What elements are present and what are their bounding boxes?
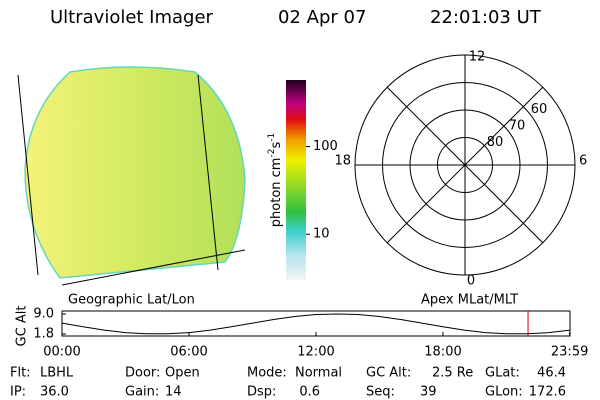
colorbar-tick-label: 100 (313, 139, 338, 154)
field-value: 46.4 (537, 366, 566, 381)
field-label: GC Alt: (366, 366, 411, 381)
colorbar-tick-label: 10 (313, 227, 330, 242)
time: 22:01:03 UT (430, 7, 542, 28)
y-label: GC Alt (15, 306, 30, 347)
hour-label: 12 (469, 50, 486, 65)
hour-label: 18 (334, 154, 351, 169)
colorbar-label: photon cm-2s-1 (267, 133, 284, 227)
image-caption: Geographic Lat/Lon (68, 293, 195, 308)
field-label: Door: (125, 366, 160, 381)
altitude-line (61, 313, 571, 335)
x-tick-label: 06:00 (170, 345, 207, 360)
field-value: 14 (165, 385, 182, 400)
title: Ultraviolet Imager (50, 7, 214, 28)
field-label: Gain: (125, 385, 159, 400)
polar-caption: Apex MLat/MLT (421, 293, 518, 308)
y-tick-label: 9.0 (33, 307, 54, 322)
field-label: Flt: (10, 366, 31, 381)
geo-lines (17, 74, 246, 286)
field-value: Open (165, 366, 200, 381)
field-value: 36.0 (40, 385, 69, 400)
field-label: Dsp: (247, 385, 276, 400)
field-value: 2.5 Re (432, 366, 473, 381)
field-label: GLon: (485, 385, 523, 400)
hour-label: 6 (579, 154, 587, 169)
field-value: 0.6 (299, 385, 320, 400)
field-label: IP: (10, 385, 26, 400)
field-value: Normal (295, 366, 342, 381)
field-label: Mode: (247, 366, 287, 381)
hour-label: 0 (467, 274, 475, 289)
colorbar (286, 80, 306, 280)
field-label: Seq: (366, 385, 395, 400)
x-tick-label: 12:00 (297, 345, 334, 360)
ring-label: 60 (531, 102, 548, 117)
field-value: LBHL (40, 366, 74, 381)
field-label: GLat: (485, 366, 520, 381)
uv-image (24, 66, 246, 279)
x-tick-label: 00:00 (43, 345, 80, 360)
ring-label: 80 (487, 135, 504, 150)
ring-label: 70 (509, 119, 526, 134)
y-tick-label: 1.8 (33, 327, 54, 342)
polar-diagonal (386, 86, 544, 244)
field-value: 39 (420, 385, 437, 400)
field-value: 172.6 (529, 385, 566, 400)
x-tick-label: 23:59 (551, 345, 588, 360)
x-tick-label: 18:00 (424, 345, 461, 360)
date: 02 Apr 07 (278, 7, 366, 28)
